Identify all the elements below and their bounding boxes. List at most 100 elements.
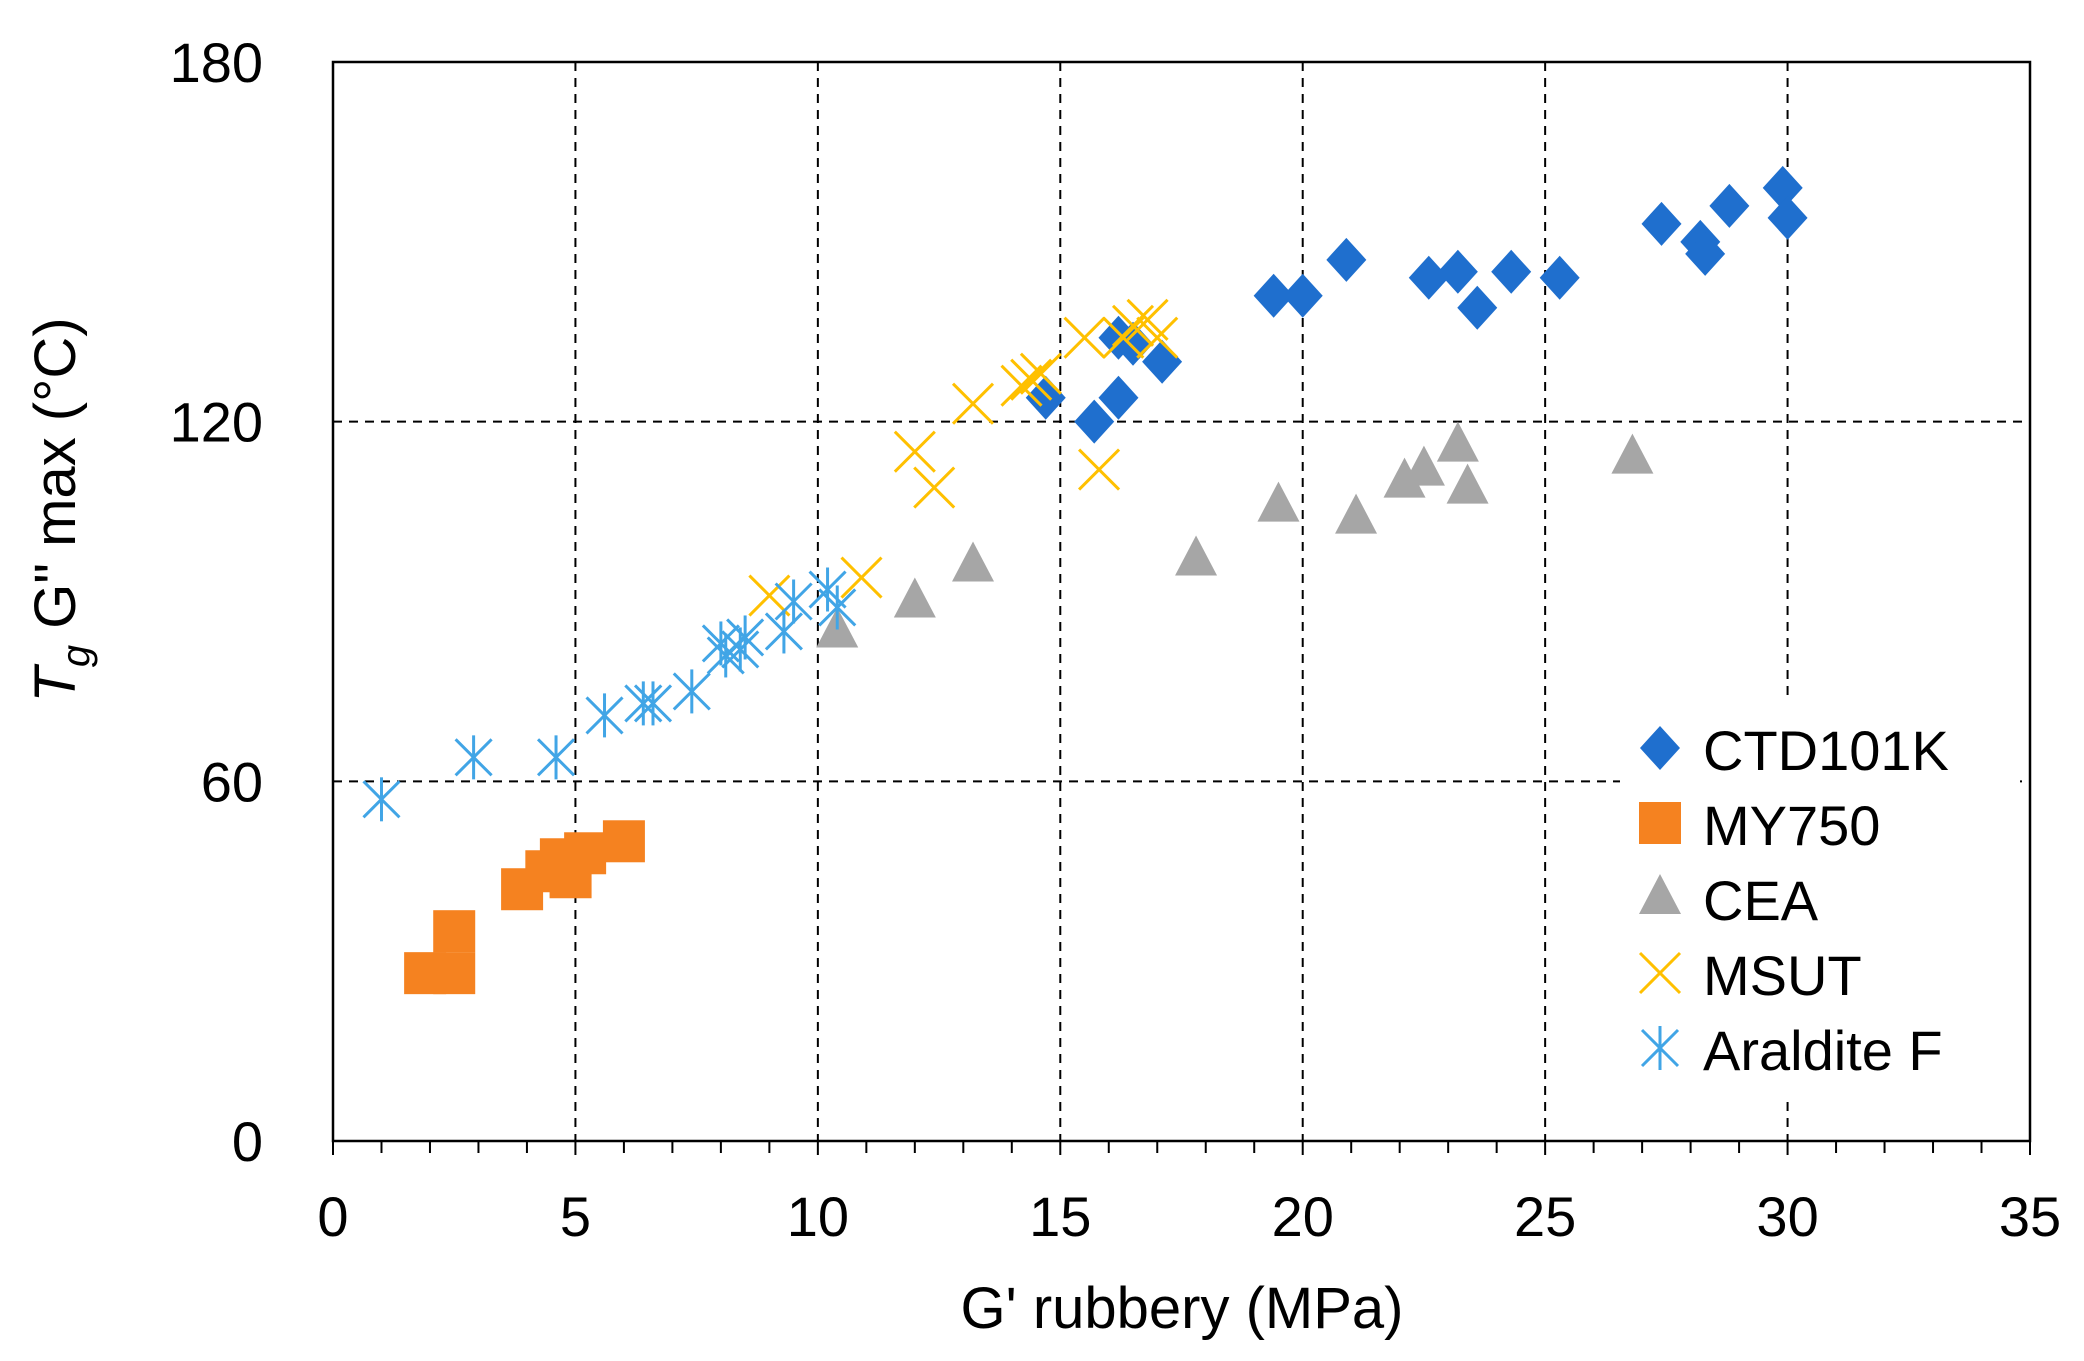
x-marker-stroke bbox=[1078, 448, 1121, 491]
legend-label-ctd101k: CTD101K bbox=[1703, 719, 1949, 782]
x-marker-stroke bbox=[1111, 304, 1155, 347]
y-axis-title-rest: G" max (°C) bbox=[23, 317, 88, 644]
diamond-marker-shape bbox=[1437, 249, 1478, 294]
data-point-araldite-f bbox=[774, 579, 813, 624]
series-msut bbox=[748, 298, 1179, 617]
x-tick-label: 10 bbox=[787, 1185, 849, 1248]
data-point-msut bbox=[840, 556, 883, 599]
x-axis-title: G' rubbery (MPa) bbox=[961, 1276, 1404, 1341]
x-tick-label: 20 bbox=[1272, 1185, 1334, 1248]
data-point-msut bbox=[1102, 316, 1145, 359]
data-point-ctd101k bbox=[1113, 321, 1154, 366]
diamond-marker-shape bbox=[1282, 273, 1323, 318]
triangle-marker-shape bbox=[952, 541, 995, 582]
data-point-araldite-f bbox=[672, 669, 711, 714]
data-point-cea bbox=[952, 541, 995, 582]
data-point-msut bbox=[1136, 316, 1179, 359]
data-point-ctd101k bbox=[1437, 249, 1478, 294]
y-axis-title: Tg G" max (°C) bbox=[23, 317, 98, 702]
data-point-msut bbox=[1019, 352, 1062, 395]
data-point-araldite-f bbox=[706, 633, 745, 678]
legend: CTD101K MY750 CEA MSUT Araldite F bbox=[1620, 700, 2020, 1095]
legend-marker-my750 bbox=[1639, 802, 1681, 844]
legend-label-my750: MY750 bbox=[1703, 794, 1880, 857]
square-marker-shape bbox=[1639, 802, 1681, 844]
data-point-araldite-f bbox=[726, 615, 765, 660]
legend-marker-ctd101k bbox=[1640, 726, 1680, 770]
series-araldite-f bbox=[362, 567, 857, 822]
legend-label-msut: MSUT bbox=[1703, 944, 1862, 1007]
data-point-msut bbox=[1010, 358, 1053, 401]
diamond-marker-shape bbox=[1767, 195, 1808, 240]
data-point-cea bbox=[1175, 535, 1218, 576]
x-marker-stroke bbox=[1102, 316, 1145, 359]
data-point-cea bbox=[1383, 457, 1426, 498]
data-point-msut bbox=[951, 382, 995, 425]
data-point-araldite-f bbox=[585, 693, 624, 738]
data-point-my750 bbox=[433, 952, 476, 995]
x-marker-stroke bbox=[1126, 298, 1169, 341]
x-marker-stroke bbox=[913, 466, 956, 509]
data-point-araldite-f bbox=[818, 585, 857, 630]
data-point-msut bbox=[893, 430, 936, 473]
data-point-ctd101k bbox=[1326, 237, 1367, 282]
y-tick-label: 0 bbox=[232, 1110, 263, 1173]
x-marker-stroke bbox=[1063, 316, 1106, 359]
square-marker-shape bbox=[602, 820, 645, 863]
x-tick-label: 15 bbox=[1029, 1185, 1091, 1248]
y-tick-label: 120 bbox=[170, 391, 263, 454]
legend-marker-araldite-f bbox=[1640, 1026, 1680, 1070]
diamond-marker-shape bbox=[1253, 273, 1294, 318]
data-point-araldite-f bbox=[454, 735, 493, 780]
data-point-ctd101k bbox=[1491, 249, 1532, 294]
triangle-marker-shape bbox=[1257, 481, 1300, 522]
x-tick-label: 5 bbox=[560, 1185, 591, 1248]
x-marker-stroke bbox=[1000, 364, 1043, 407]
y-tick-label: 180 bbox=[170, 31, 263, 94]
x-marker-stroke bbox=[1010, 358, 1053, 401]
data-point-araldite-f bbox=[536, 735, 576, 780]
data-point-my750 bbox=[433, 910, 476, 953]
square-marker-shape bbox=[564, 832, 607, 875]
series-cea bbox=[816, 421, 1654, 648]
legend-marker-cea bbox=[1639, 874, 1681, 914]
triangle-marker-shape bbox=[1611, 433, 1654, 474]
data-point-cea bbox=[1436, 421, 1479, 462]
y-axis-title-main: T bbox=[23, 664, 88, 703]
data-point-my750 bbox=[602, 820, 645, 863]
data-point-ctd101k bbox=[1253, 273, 1294, 318]
y-axis-title-sub: g bbox=[54, 645, 98, 667]
triangle-marker-shape bbox=[1639, 874, 1681, 914]
x-tick-label: 35 bbox=[1999, 1185, 2061, 1248]
data-point-cea bbox=[1446, 463, 1489, 504]
x-tick-label: 25 bbox=[1514, 1185, 1576, 1248]
x-marker-stroke bbox=[1019, 352, 1062, 395]
data-point-msut bbox=[913, 466, 956, 509]
data-point-msut bbox=[1078, 448, 1121, 491]
diamond-marker-shape bbox=[1640, 726, 1680, 770]
triangle-marker-shape bbox=[1446, 463, 1489, 504]
diamond-marker-shape bbox=[1491, 249, 1532, 294]
diamond-marker-shape bbox=[1408, 255, 1449, 300]
triangle-marker-shape bbox=[1383, 457, 1426, 498]
data-point-araldite-f bbox=[362, 777, 401, 822]
x-marker-stroke bbox=[1638, 951, 1682, 995]
series-ctd101k bbox=[1025, 165, 1808, 444]
triangle-marker-shape bbox=[1402, 445, 1445, 486]
data-point-araldite-f bbox=[633, 681, 673, 726]
data-point-araldite-f bbox=[764, 609, 803, 654]
data-point-my750 bbox=[564, 832, 607, 875]
data-point-cea bbox=[1611, 433, 1654, 474]
data-point-msut bbox=[1063, 316, 1106, 359]
legend-marker-msut bbox=[1638, 951, 1682, 995]
tick-labels: 0 5 10 15 20 25 30 35 0 60 120 180 bbox=[170, 31, 2062, 1248]
x-marker-stroke bbox=[893, 430, 936, 473]
data-point-cea bbox=[1402, 445, 1445, 486]
diamond-marker-shape bbox=[1074, 399, 1115, 444]
x-marker-stroke bbox=[840, 556, 883, 599]
diamond-marker-shape bbox=[1539, 255, 1580, 300]
data-point-araldite-f bbox=[624, 681, 663, 726]
data-point-ctd101k bbox=[1282, 273, 1323, 318]
data-point-msut bbox=[1000, 364, 1043, 407]
